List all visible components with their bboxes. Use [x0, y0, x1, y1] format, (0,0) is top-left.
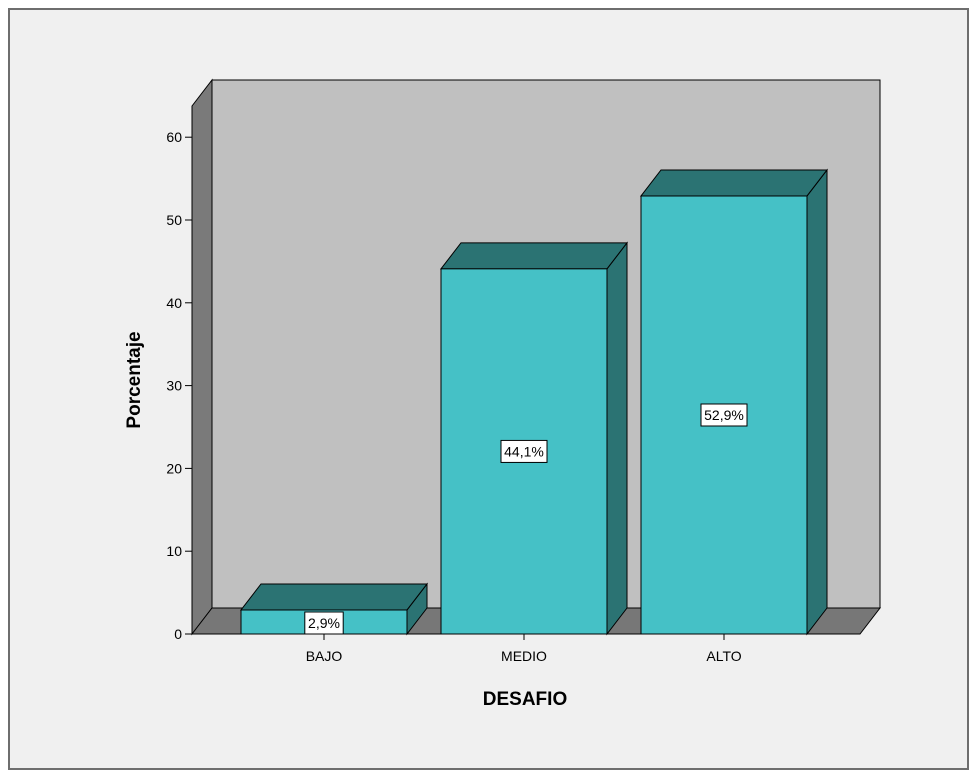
bar-top	[239, 583, 429, 611]
x-tick-label: ALTO	[706, 648, 741, 664]
x-axis-title: DESAFIO	[483, 689, 567, 710]
bars: 2,9% 44,1% 52,9%	[239, 168, 829, 636]
y-axis: 0 10 20 30 40 50 60	[166, 129, 193, 642]
y-tick-label: 0	[174, 626, 182, 642]
data-label: 44,1%	[504, 443, 544, 459]
bar-top	[639, 169, 829, 197]
bar-bajo: 2,9%	[239, 582, 429, 636]
x-axis: BAJO MEDIO ALTO	[192, 633, 860, 664]
data-label: 2,9%	[308, 615, 340, 631]
x-tick-label: MEDIO	[501, 648, 547, 664]
x-tick-label: BAJO	[306, 648, 343, 664]
data-label: 52,9%	[704, 407, 744, 423]
y-tick-label: 30	[166, 378, 182, 394]
bar-top	[439, 242, 629, 270]
y-axis-title: Porcentaje	[124, 331, 145, 428]
bar-alto: 52,9%	[639, 168, 829, 636]
data-label-box	[500, 439, 548, 463]
bar-medio: 44,1%	[439, 241, 629, 636]
bar-chart: 0 10 20 30 40 50 60 2,9% 44,1% 52,9% BAJO MEDIO AL…	[124, 78, 882, 710]
y-tick-label: 50	[166, 212, 182, 228]
y-tick-label: 60	[166, 129, 182, 145]
y-tick-label: 40	[166, 295, 182, 311]
data-label-box	[700, 403, 748, 427]
y-tick-label: 10	[166, 543, 182, 559]
y-tick-label: 20	[166, 460, 182, 476]
chart-frame: 0 10 20 30 40 50 60 2,9% 44,1% 52,9% BAJO MEDIO AL…	[8, 8, 969, 770]
left-wall	[191, 78, 213, 636]
bar-side	[606, 241, 628, 636]
bar-side	[806, 168, 828, 636]
